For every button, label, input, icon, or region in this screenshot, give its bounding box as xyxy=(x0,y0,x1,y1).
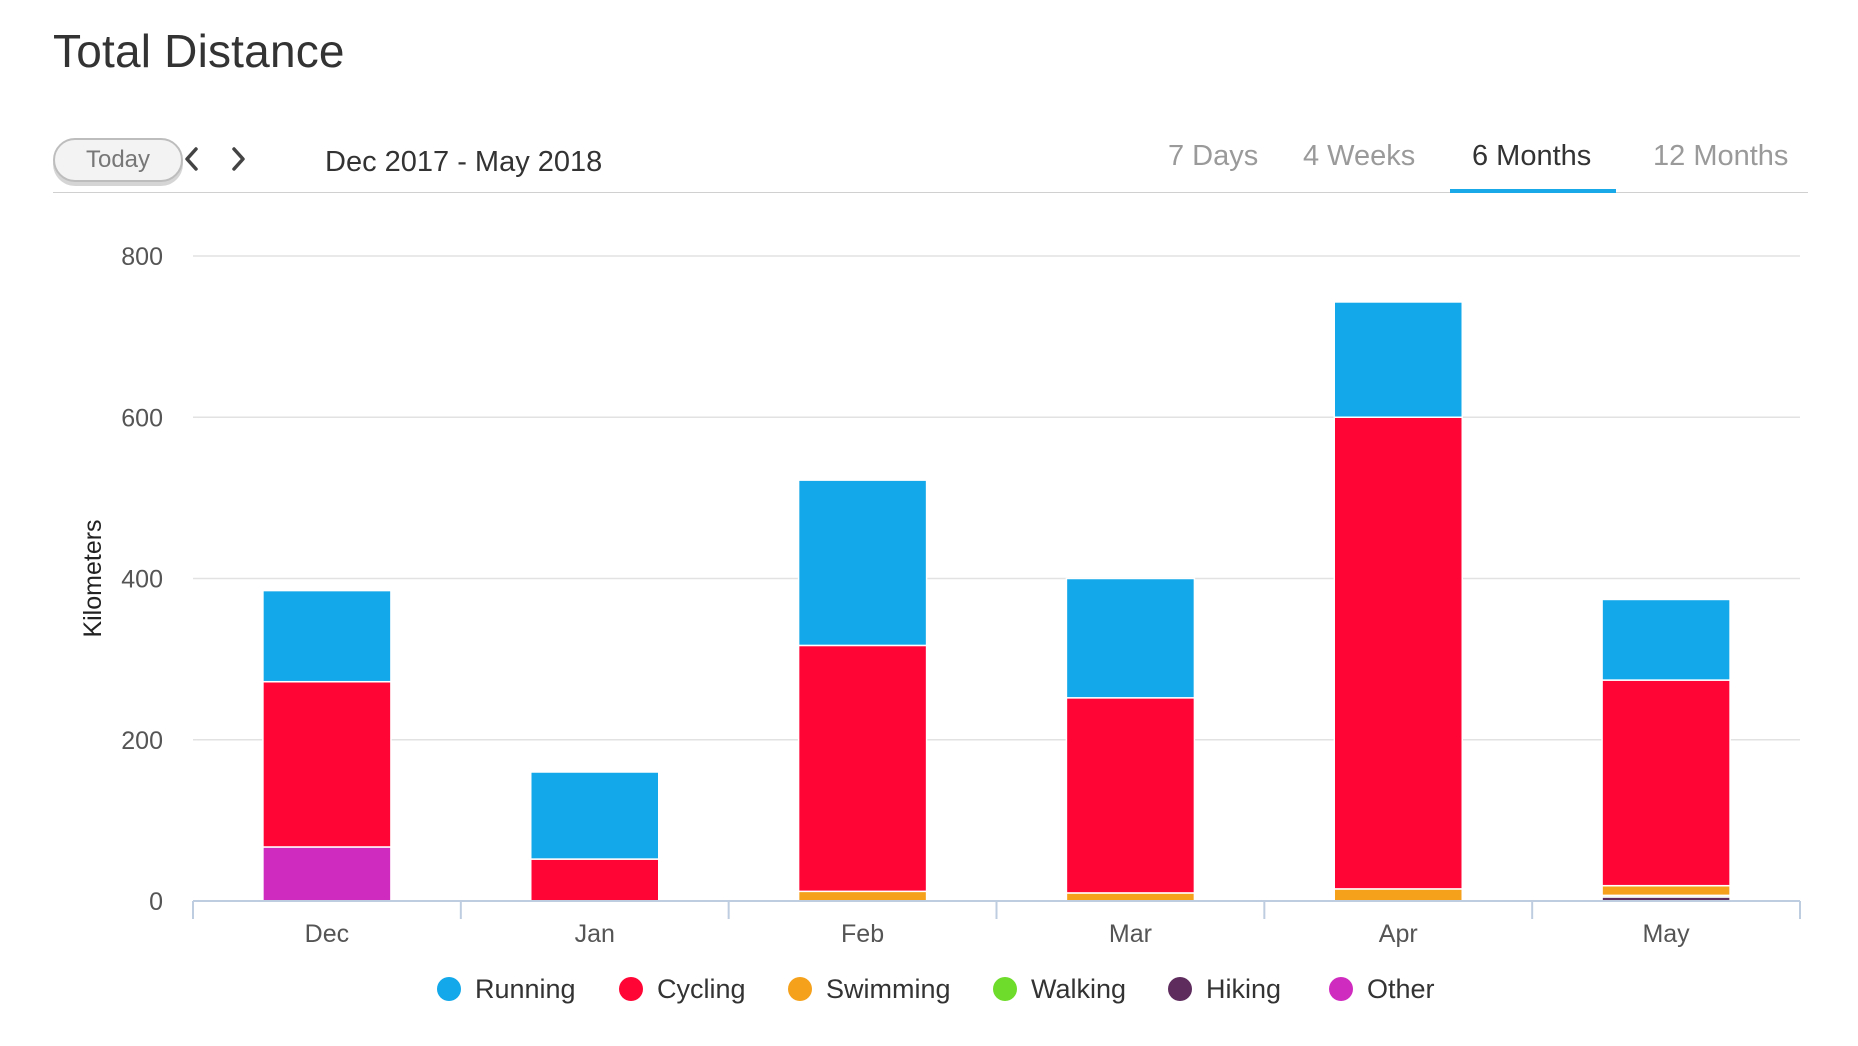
legend-label: Cycling xyxy=(657,973,746,1004)
bar-swimming-may[interactable] xyxy=(1601,884,1731,897)
legend-label: Running xyxy=(475,973,576,1004)
x-tick-label-jan: Jan xyxy=(575,920,615,948)
bar-other-dec[interactable] xyxy=(262,846,392,902)
bar-cycling-apr[interactable] xyxy=(1333,416,1463,890)
legend-dot-icon xyxy=(788,977,812,1001)
legend-item-running[interactable]: Running xyxy=(437,971,576,1007)
legend-label: Swimming xyxy=(826,973,951,1004)
chart-toolbar: Today Dec 2017 - May 2018 7 Days 4 Weeks 6… xyxy=(53,130,1808,193)
today-button[interactable]: Today xyxy=(53,138,183,182)
page-title: Total Distance xyxy=(53,25,345,77)
bar-swimming-feb[interactable] xyxy=(797,890,928,902)
next-period-button[interactable] xyxy=(223,144,253,174)
x-tick-label-feb: Feb xyxy=(841,920,884,948)
bar-cycling-may[interactable] xyxy=(1601,679,1731,887)
chart-legend: Running Cycling Swimming Walking Hiking Other xyxy=(0,965,1858,1015)
y-tick-label: 200 xyxy=(121,727,163,755)
bar-running-dec[interactable] xyxy=(262,589,392,683)
bar-cycling-mar[interactable] xyxy=(1065,697,1196,894)
chevron-left-icon xyxy=(185,147,198,171)
legend-dot-icon xyxy=(619,977,643,1001)
bar-swimming-apr[interactable] xyxy=(1333,888,1463,902)
x-tick-label-dec: Dec xyxy=(305,920,349,948)
distance-bar-chart: 0 200 400 600 800 Kilometers Dec Jan Feb Mar Apr Ma… xyxy=(79,243,1801,948)
x-tick-label-apr: Apr xyxy=(1379,920,1418,948)
tab-7-days[interactable]: 7 Days xyxy=(1168,140,1259,172)
bar-swimming-mar[interactable] xyxy=(1065,892,1196,902)
legend-dot-icon xyxy=(1168,977,1192,1001)
legend-item-swimming[interactable]: Swimming xyxy=(788,971,951,1007)
bar-cycling-jan[interactable] xyxy=(530,858,660,902)
y-tick-label: 0 xyxy=(149,888,163,916)
bar-running-feb[interactable] xyxy=(797,479,928,647)
tab-12-months[interactable]: 12 Months xyxy=(1653,140,1789,172)
bar-running-may[interactable] xyxy=(1601,598,1731,681)
bar-cycling-feb[interactable] xyxy=(797,644,928,893)
tab-4-weeks[interactable]: 4 Weeks xyxy=(1303,140,1416,172)
bar-running-jan[interactable] xyxy=(530,771,660,860)
date-range-label: Dec 2017 - May 2018 xyxy=(325,146,603,178)
legend-item-walking[interactable]: Walking xyxy=(993,971,1126,1007)
legend-label: Walking xyxy=(1031,973,1127,1004)
y-tick-label: 400 xyxy=(121,566,163,594)
legend-item-cycling[interactable]: Cycling xyxy=(619,971,746,1007)
bar-running-apr[interactable] xyxy=(1333,301,1463,418)
previous-period-button[interactable] xyxy=(177,144,207,174)
y-tick-label: 600 xyxy=(121,404,163,432)
y-tick-label: 800 xyxy=(121,243,163,271)
bar-running-mar[interactable] xyxy=(1065,577,1196,699)
x-tick-label-may: May xyxy=(1642,920,1690,948)
legend-dot-icon xyxy=(993,977,1017,1001)
legend-dot-icon xyxy=(1329,977,1353,1001)
legend-item-other[interactable]: Other xyxy=(1329,971,1435,1007)
legend-item-hiking[interactable]: Hiking xyxy=(1168,971,1281,1007)
active-tab-indicator xyxy=(1450,189,1616,193)
legend-dot-icon xyxy=(437,977,461,1001)
chevron-right-icon xyxy=(232,147,245,171)
y-axis-title: Kilometers xyxy=(79,519,107,637)
x-tick-label-mar: Mar xyxy=(1109,920,1152,948)
legend-label: Hiking xyxy=(1206,973,1282,1004)
legend-label: Other xyxy=(1367,973,1435,1004)
tab-6-months[interactable]: 6 Months xyxy=(1472,140,1592,172)
bar-cycling-dec[interactable] xyxy=(262,680,392,848)
